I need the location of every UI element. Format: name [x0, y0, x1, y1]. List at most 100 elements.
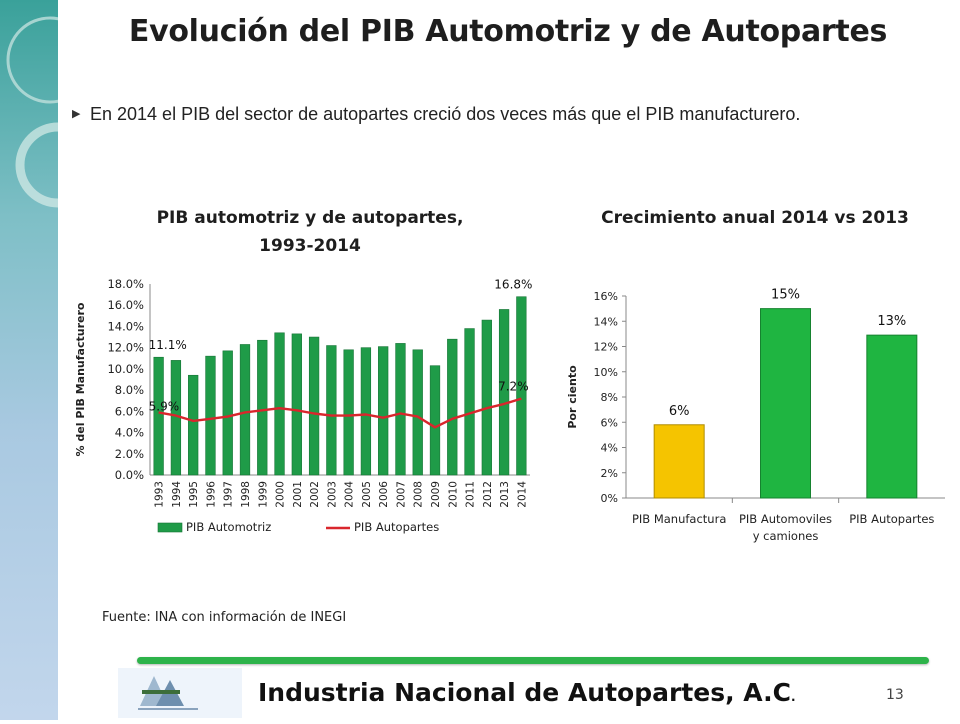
bar-pib-automotriz — [326, 345, 337, 476]
bar-pib-automotriz — [274, 332, 285, 476]
x-tick-label: 2009 — [430, 481, 442, 508]
logo-bar — [142, 690, 180, 694]
annual-growth-chart: 0% 2% 4% 6% 8% 10% 12% 14% 16% Por ciento 6% 15% 13%… — [566, 288, 945, 543]
bullet-text: En 2014 el PIB del sector de autopartes … — [90, 104, 801, 124]
footer-divider — [137, 657, 929, 664]
logo-underline — [138, 708, 198, 710]
gdp-share-chart: 0.0% 2.0% 4.0% 6.0% 8.0% 10.0% 12.0% 14.0% 16.0%… — [74, 277, 532, 534]
x-tick-label: 2006 — [378, 481, 390, 508]
growth-bar — [653, 424, 705, 499]
category-label: PIB Autopartes — [849, 512, 934, 526]
bar-pib-automotriz — [412, 349, 423, 476]
x-tick-label: 1995 — [188, 481, 200, 508]
bar-pib-automotriz — [447, 338, 458, 476]
x-tick-label: 2010 — [447, 481, 459, 508]
bar-pib-automotriz — [481, 319, 492, 476]
y-tick-label: 16% — [594, 290, 618, 303]
chart1-title-line: PIB automotriz y de autopartes, — [156, 208, 464, 228]
x-tick-label: 2004 — [344, 481, 356, 508]
bar-pib-automotriz — [498, 309, 510, 476]
bar-pib-automotriz — [516, 296, 527, 476]
slide-title: Evolución del PIB Automotriz y de Autopa… — [128, 14, 888, 49]
source-note: Fuente: INA con información de INEGI — [102, 610, 347, 625]
footer-period: . — [790, 690, 796, 704]
x-tick-label: 2003 — [326, 481, 338, 508]
bar-pib-automotriz — [222, 350, 233, 476]
y-tick-label: 2% — [601, 467, 618, 480]
data-label: 7.2% — [498, 380, 529, 394]
bar-pib-automotriz — [153, 356, 164, 476]
footer-organization-name: Industria Nacional de Autopartes, A.C — [258, 678, 791, 707]
y-tick-label: 14.0% — [107, 319, 144, 333]
chart1-title: PIB automotriz y de autopartes, 1993-201… — [110, 204, 510, 260]
y-tick-label: 10.0% — [107, 362, 144, 376]
x-tick-label: 2014 — [516, 481, 528, 508]
bar-pib-automotriz — [205, 355, 216, 476]
growth-bar — [866, 334, 918, 499]
value-label: 15% — [771, 288, 800, 303]
bar-pib-automotriz — [239, 344, 251, 476]
y-tick-label: 6.0% — [115, 404, 144, 418]
bar-pib-automotriz — [257, 339, 268, 476]
x-tick-label: 2008 — [413, 481, 425, 508]
y-tick-label: 6% — [601, 416, 618, 429]
y-tick-label: 8.0% — [115, 383, 144, 397]
page-number: 13 — [886, 687, 904, 703]
ina-logo — [118, 668, 242, 718]
category-label: PIB Manufactura — [632, 512, 726, 526]
bar-pib-automotriz — [308, 336, 320, 476]
decorative-side-band — [0, 0, 101, 720]
legend-label: PIB Autopartes — [354, 520, 439, 534]
decorative-ring — [6, 16, 94, 104]
bar-pib-automotriz — [188, 374, 199, 476]
ina-logo-mark — [138, 676, 198, 710]
value-label: 6% — [669, 404, 690, 419]
x-tick-label: 1996 — [205, 481, 217, 508]
line-pib-autopartes — [158, 397, 522, 429]
footer-organization: Industria Nacional de Autopartes, A.C. — [258, 678, 796, 707]
y-tick-label: 12% — [594, 341, 618, 354]
x-tick-label: 2001 — [292, 481, 304, 508]
category-label: PIB Automoviles — [739, 512, 832, 526]
y-axis-title: % del PIB Manufacturero — [74, 302, 87, 456]
bar-pib-automotriz — [343, 349, 354, 476]
x-tick-label: 2000 — [275, 481, 287, 508]
y-tick-label: 10% — [594, 366, 618, 379]
y-axis-title: Por ciento — [566, 365, 579, 429]
x-tick-label: 1994 — [171, 481, 183, 508]
x-tick-label: 1993 — [154, 481, 166, 508]
growth-bar — [760, 308, 811, 499]
x-tick-label: 1999 — [257, 481, 269, 508]
bar-pib-automotriz — [360, 347, 372, 476]
y-tick-label: 14% — [594, 315, 618, 328]
category-label: y camiones — [753, 529, 819, 543]
y-tick-label: 8% — [601, 391, 618, 404]
x-tick-label: 2011 — [465, 481, 477, 508]
data-label: 5.9% — [149, 399, 180, 413]
bar-pib-automotriz — [464, 328, 475, 476]
y-tick-label: 4% — [601, 442, 618, 455]
bar-pib-automotriz — [429, 365, 441, 476]
x-tick-label: 2007 — [395, 481, 407, 508]
bar-pib-automotriz — [395, 343, 406, 476]
x-tick-label: 2013 — [499, 481, 511, 508]
bullet-point: ▶ En 2014 el PIB del sector de autoparte… — [72, 100, 922, 128]
x-tick-label: 2002 — [309, 481, 321, 508]
decorative-ring — [15, 122, 101, 208]
y-tick-label: 18.0% — [107, 277, 144, 291]
x-tick-label: 1998 — [240, 481, 252, 508]
chart1-title-line: 1993-2014 — [259, 236, 361, 256]
y-tick-label: 2.0% — [115, 447, 144, 461]
y-tick-label: 0% — [601, 492, 618, 505]
y-tick-label: 4.0% — [115, 426, 144, 440]
y-tick-label: 16.0% — [107, 298, 144, 312]
x-tick-label: 2012 — [482, 481, 494, 508]
chart2-title: Crecimiento anual 2014 vs 2013 — [601, 208, 909, 228]
data-label: 11.1% — [149, 338, 187, 352]
x-tick-label: 2005 — [361, 481, 373, 508]
y-tick-label: 12.0% — [107, 341, 144, 355]
x-tick-label: 1997 — [223, 481, 235, 508]
decorative-rings — [6, 16, 101, 208]
legend-swatch-pib-automotriz — [157, 522, 183, 533]
value-label: 13% — [877, 314, 906, 329]
